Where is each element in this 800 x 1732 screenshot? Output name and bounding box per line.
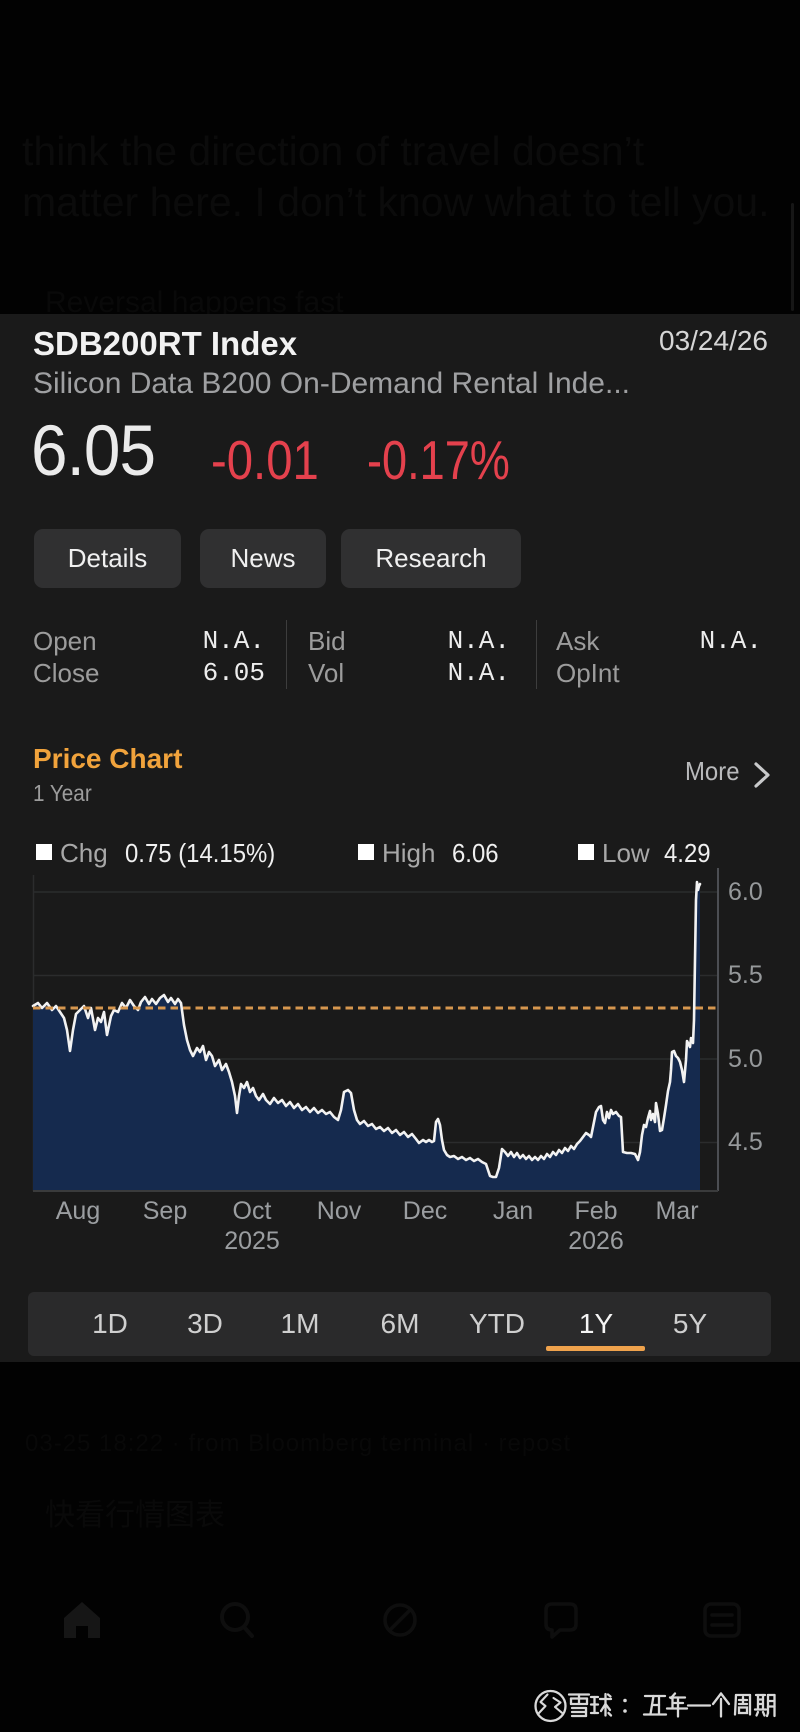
svg-text:5.5: 5.5: [728, 961, 763, 989]
svg-text:6.0: 6.0: [728, 878, 763, 906]
svg-text:5.0: 5.0: [728, 1045, 763, 1073]
svg-text:4.5: 4.5: [728, 1128, 763, 1156]
